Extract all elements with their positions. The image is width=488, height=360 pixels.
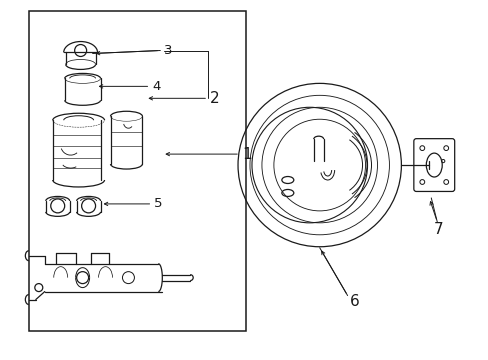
Text: 2: 2 bbox=[210, 91, 219, 106]
Text: 1: 1 bbox=[242, 147, 251, 162]
Text: 3: 3 bbox=[164, 44, 172, 57]
Text: 7: 7 bbox=[432, 222, 442, 237]
Text: 6: 6 bbox=[349, 294, 359, 309]
Text: 4: 4 bbox=[152, 80, 161, 93]
Text: 5: 5 bbox=[154, 197, 163, 210]
Bar bbox=[29, 11, 245, 332]
